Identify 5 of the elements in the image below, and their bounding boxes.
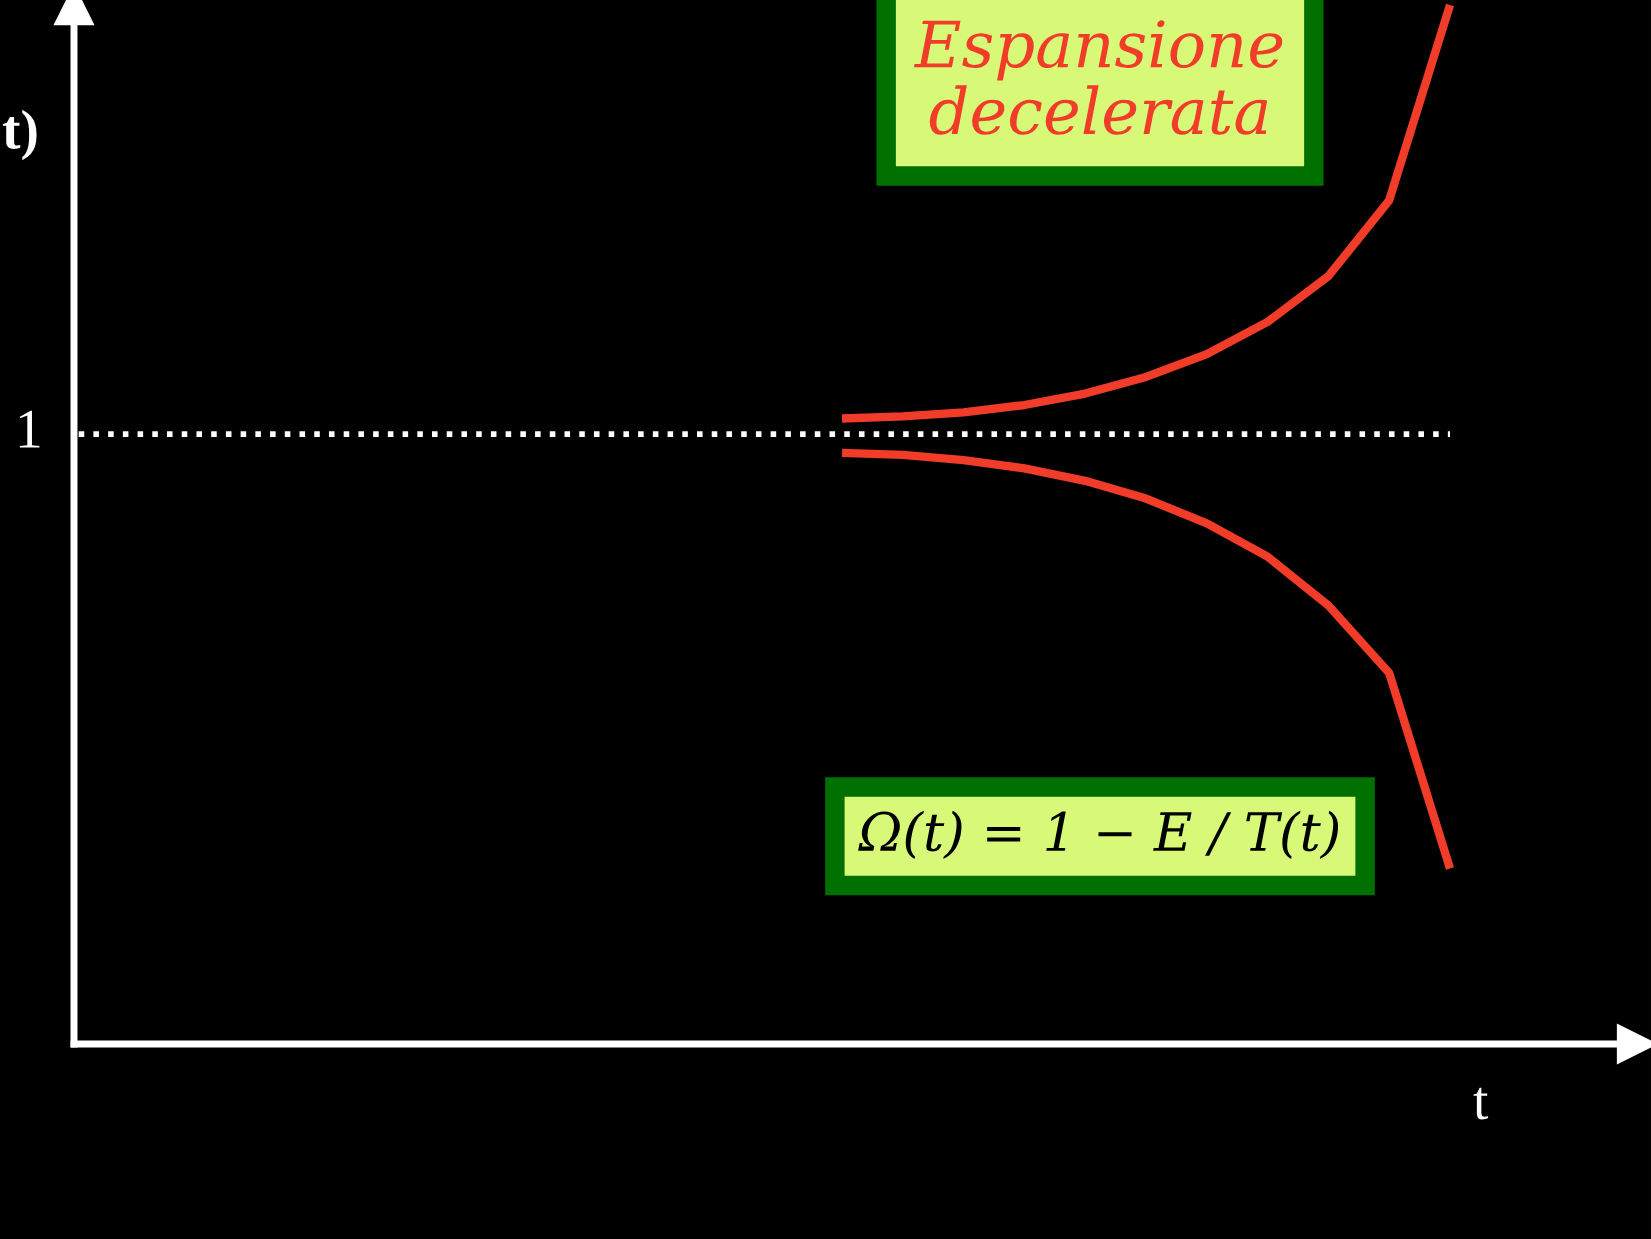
text: t) [2,109,37,161]
ref-line-label: 1 [19,410,40,448]
annotation: Ω(t) = 1 − E / T(t) [858,810,1339,859]
x-axis-title: t [1473,1087,1489,1120]
annotation: Espansione decelerata [913,20,1283,135]
